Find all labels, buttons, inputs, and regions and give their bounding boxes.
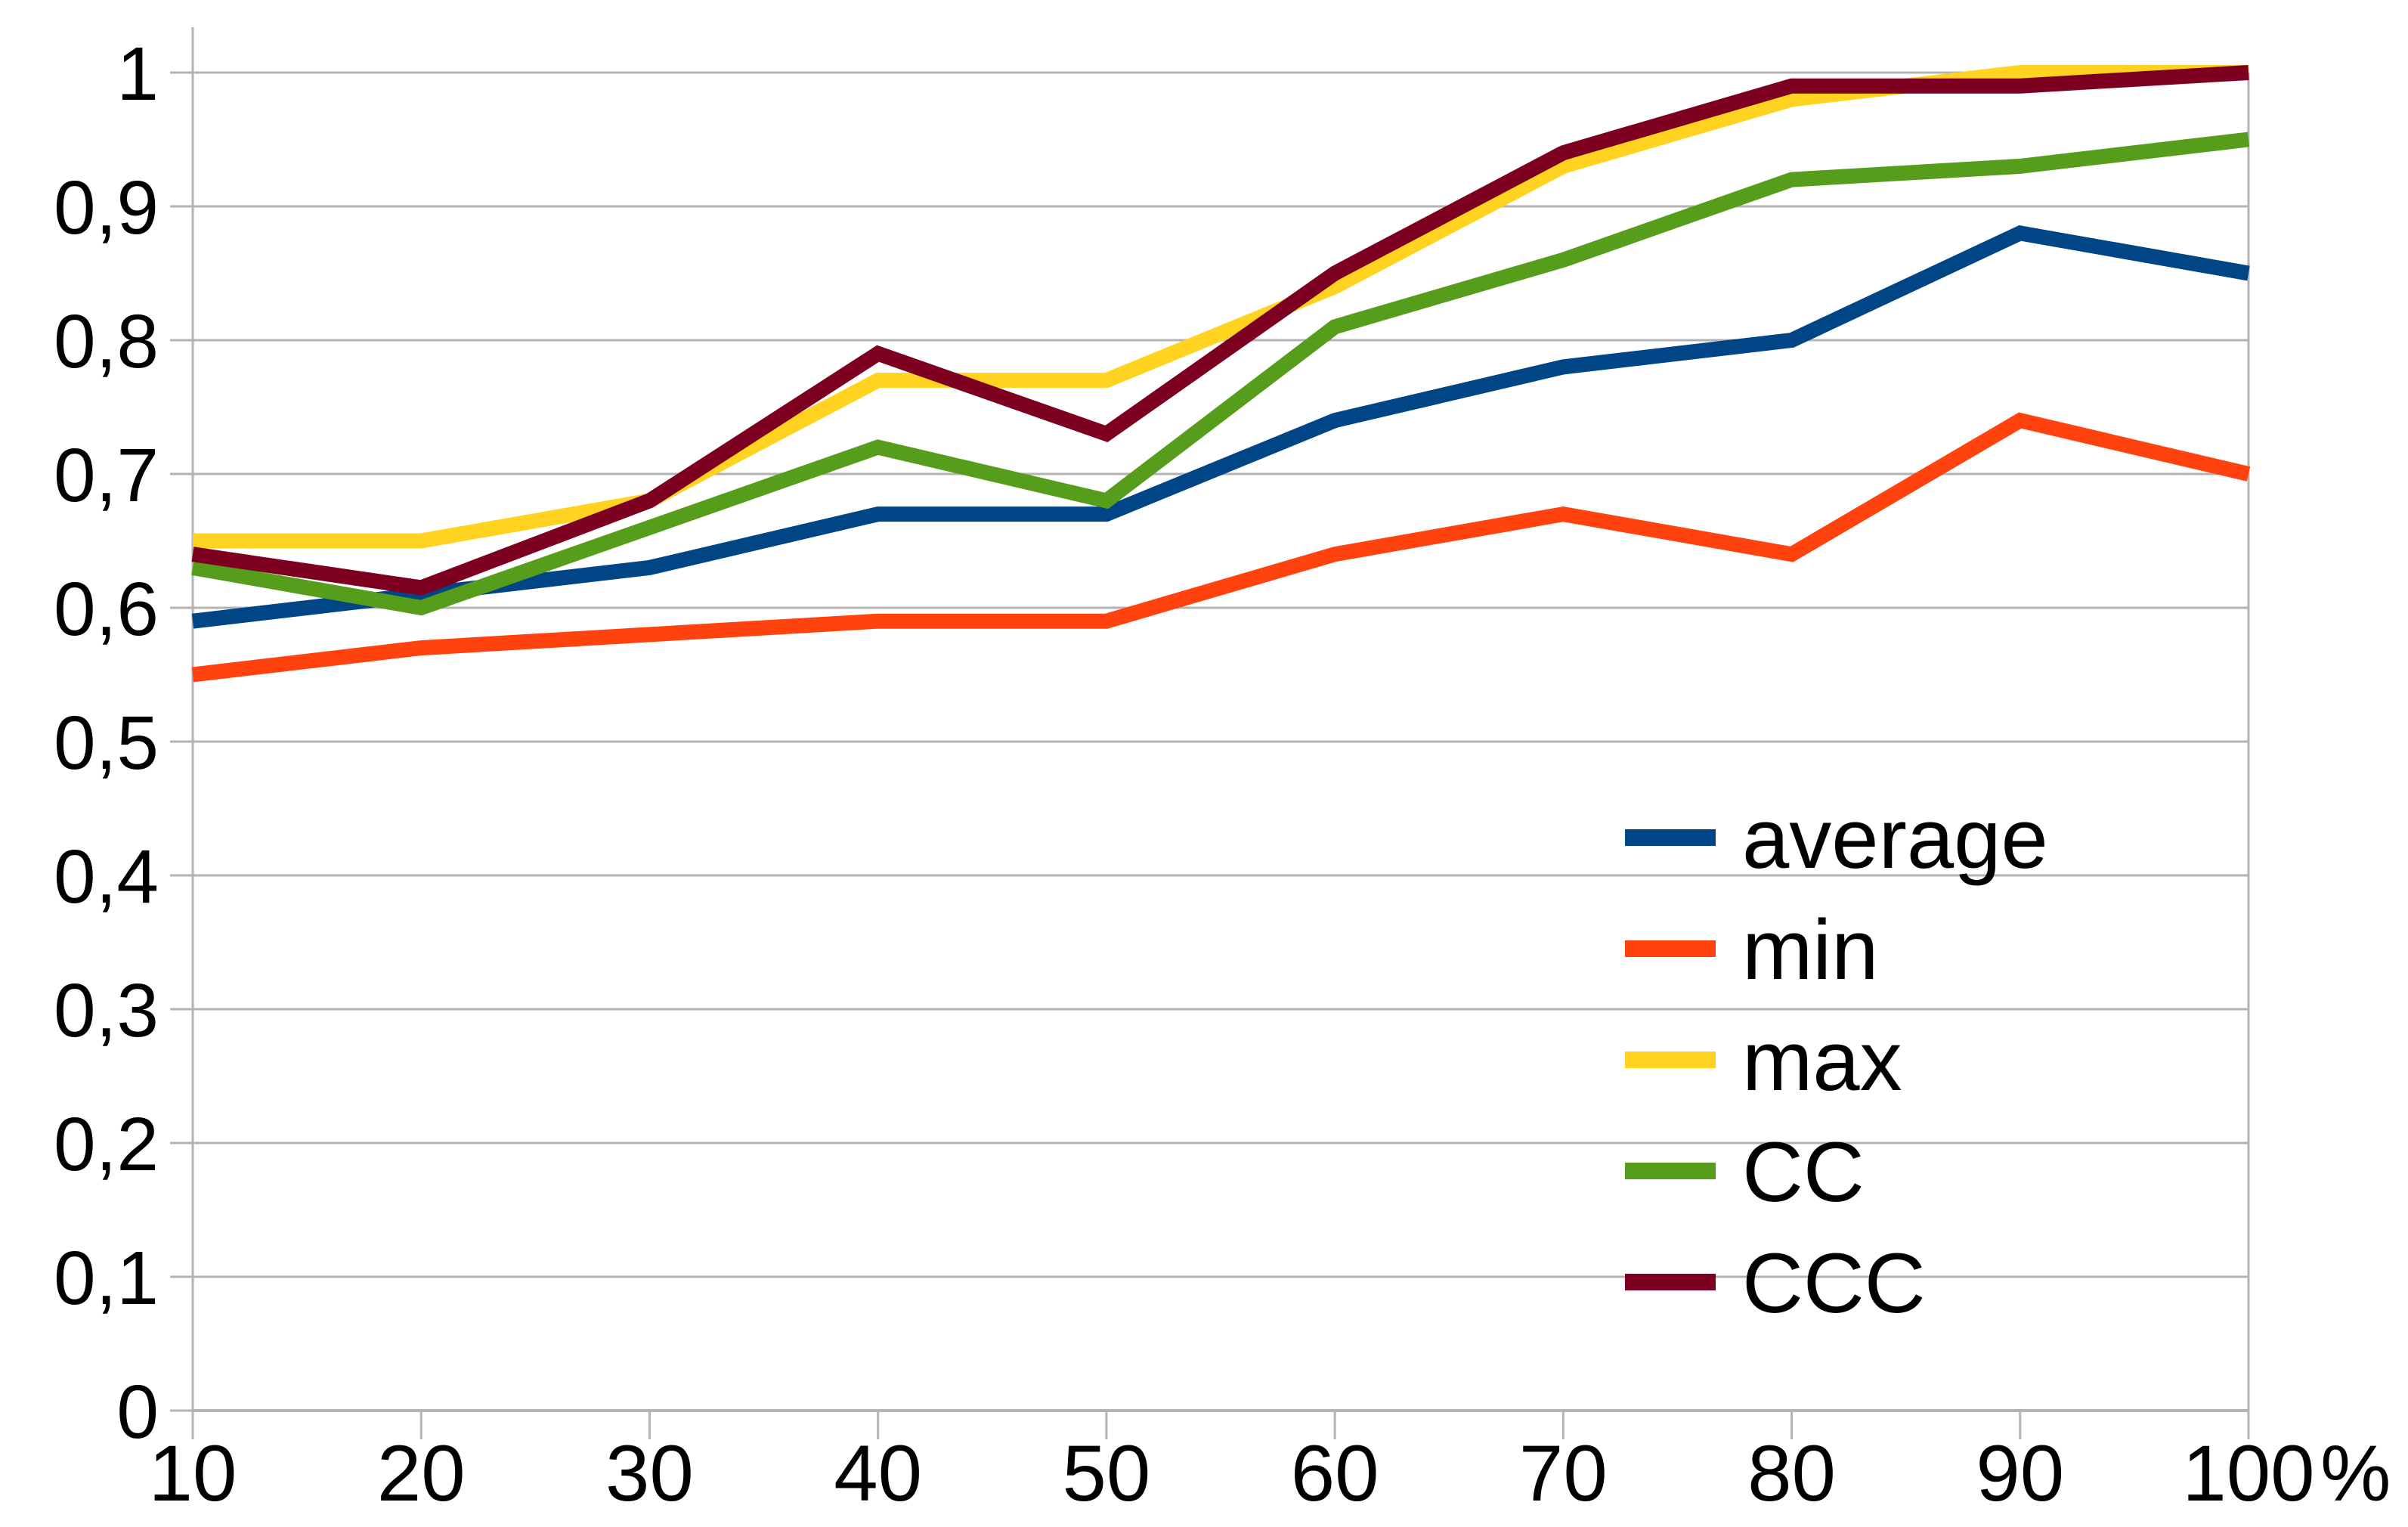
legend-label-min: min <box>1742 903 1878 997</box>
y-tick-label: 0,1 <box>54 1236 159 1321</box>
x-tick-label: 20 <box>377 1429 466 1518</box>
y-tick-label: 0,9 <box>54 166 159 250</box>
legend-label-CCC: CCC <box>1742 1236 1926 1330</box>
y-tick-label: 0 <box>116 1370 159 1454</box>
x-tick-label: 30 <box>605 1429 694 1518</box>
y-tick-label: 0,8 <box>54 299 159 384</box>
x-tick-label: 80 <box>1747 1429 1836 1518</box>
x-tick-label: 40 <box>834 1429 922 1518</box>
series-line-average <box>191 225 2250 629</box>
y-tick-label: 0,5 <box>54 701 159 785</box>
legend-label-average: average <box>1742 791 2048 886</box>
y-tick-label: 0,3 <box>54 968 159 1053</box>
legend-label-max: max <box>1742 1014 1902 1108</box>
y-tick-label: 1 <box>116 32 159 116</box>
x-tick-label: 60 <box>1291 1429 1379 1518</box>
y-tick-label: 0,2 <box>54 1102 159 1187</box>
x-axis-unit-label: % <box>2320 1429 2391 1518</box>
x-tick-label: 70 <box>1519 1429 1608 1518</box>
x-tick-label: 10 <box>149 1429 237 1518</box>
series-line-CC <box>191 132 2250 616</box>
x-tick-label: 50 <box>1062 1429 1150 1518</box>
series-line-min <box>191 412 2251 683</box>
y-tick-label: 0,6 <box>54 567 159 652</box>
x-tick-label: 100 <box>2182 1429 2314 1518</box>
y-tick-label: 0,7 <box>54 433 159 518</box>
x-tick-label: 90 <box>1976 1429 2064 1518</box>
series-line-CCC <box>191 65 2249 596</box>
y-tick-label: 0,4 <box>54 835 159 919</box>
legend-label-CC: CC <box>1742 1125 1865 1219</box>
